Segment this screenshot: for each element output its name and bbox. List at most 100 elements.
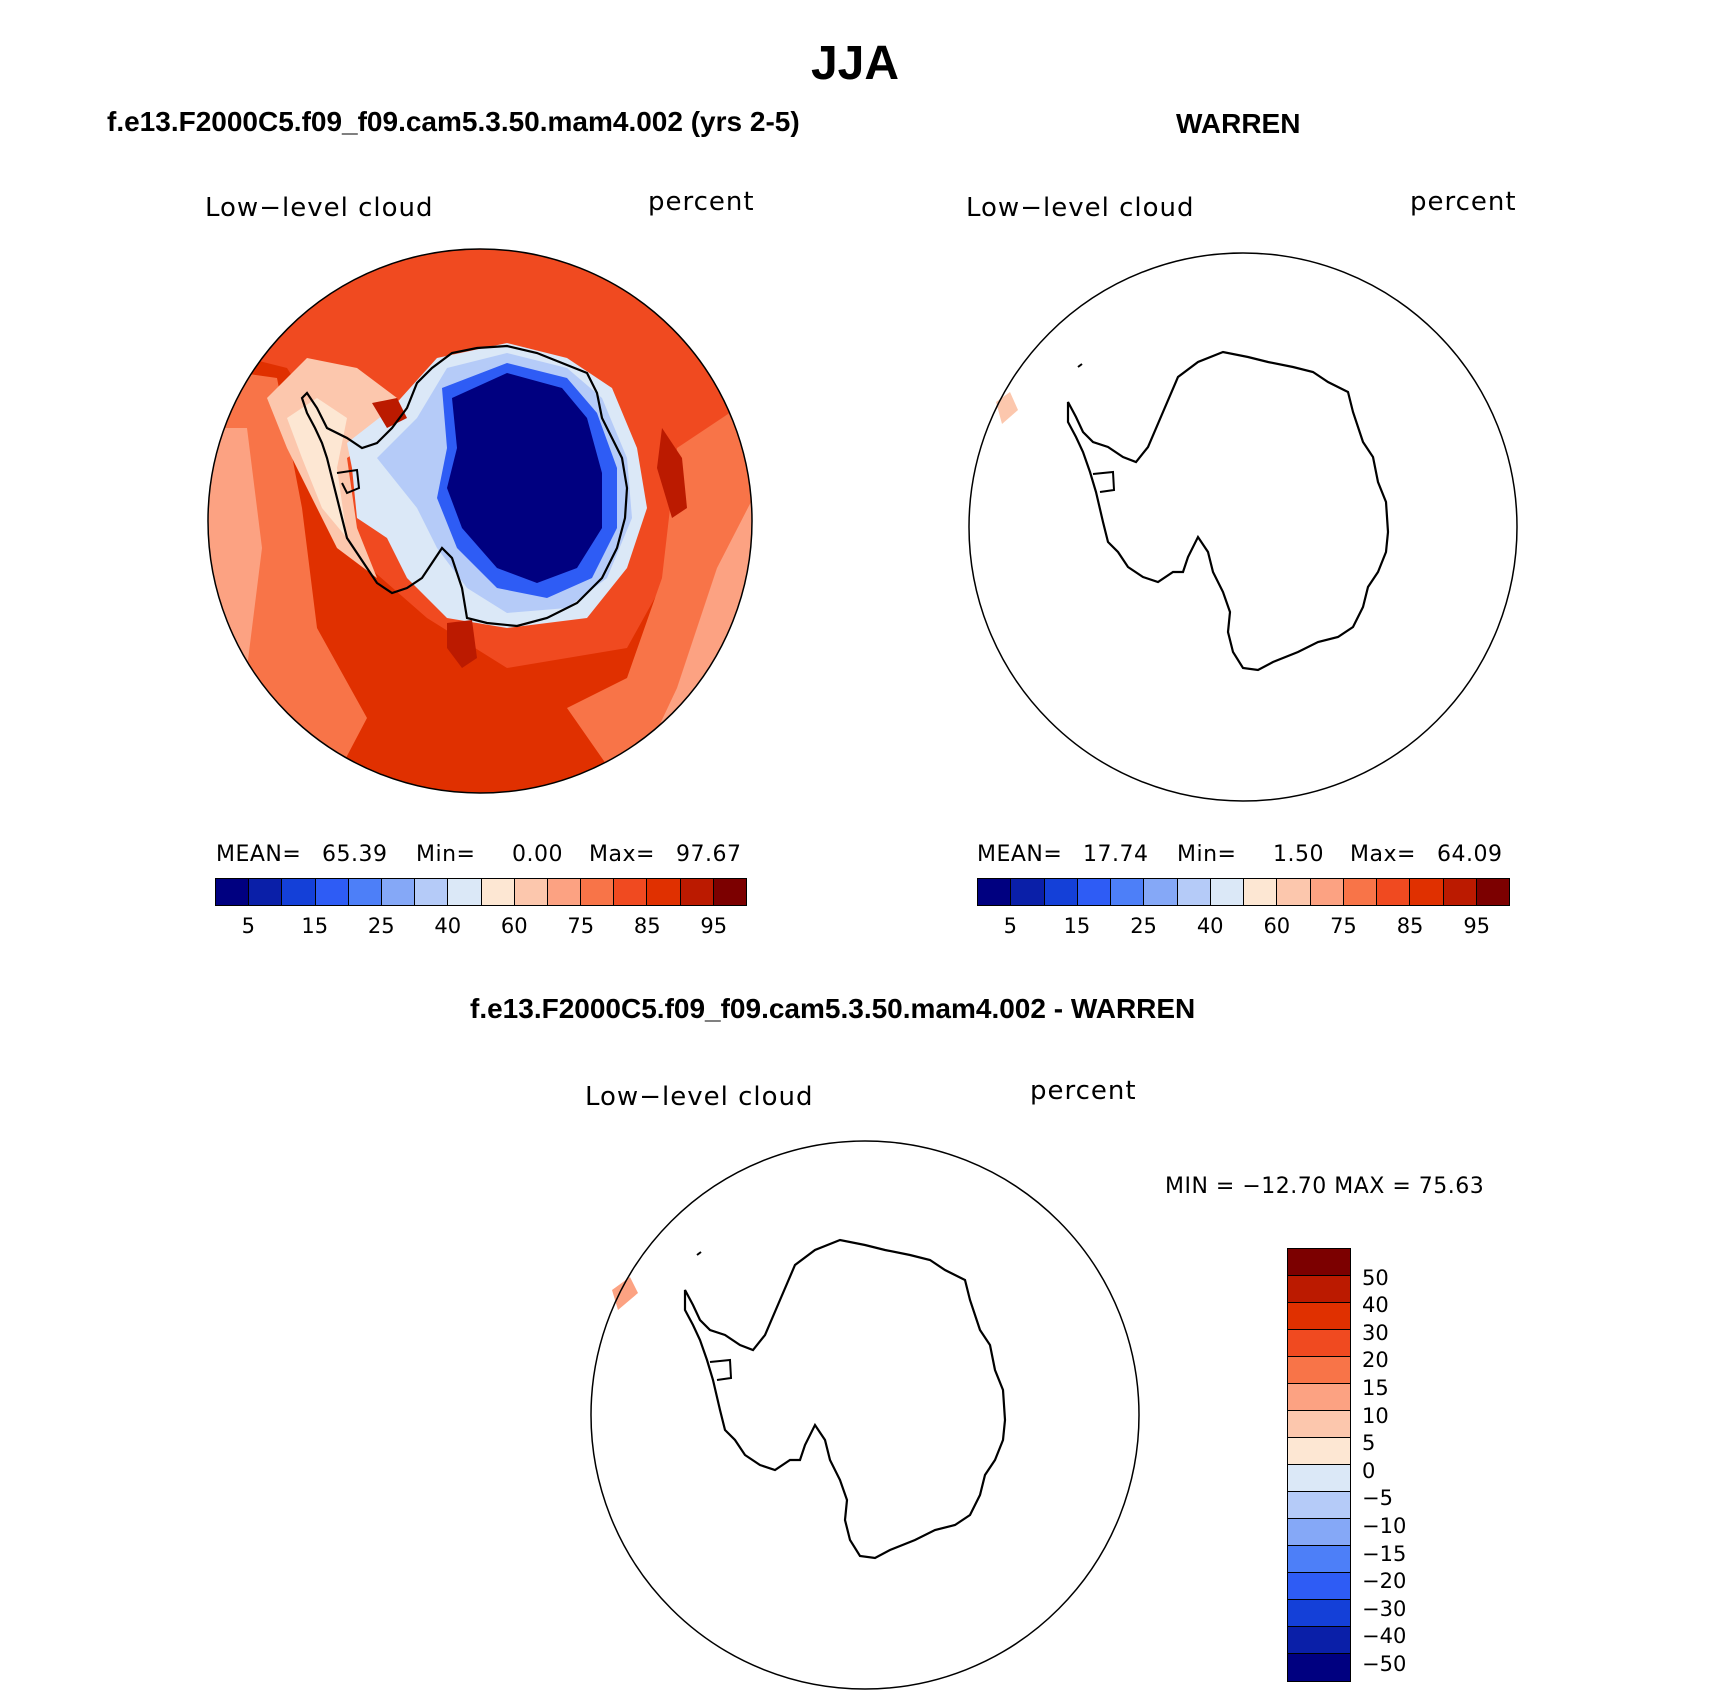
obs-max-label: Max= bbox=[1350, 842, 1416, 867]
obs-left-label: Low−level cloud bbox=[966, 193, 1195, 223]
obs-colorbar-swatch bbox=[1443, 879, 1477, 905]
diff-colorbar bbox=[1287, 1248, 1351, 1682]
model-colorbar-swatch bbox=[315, 879, 349, 905]
peninsula-field-light bbox=[287, 398, 347, 538]
obs-colorbar-swatch bbox=[1111, 879, 1145, 905]
obs-colorbar-swatch bbox=[1244, 879, 1278, 905]
model-colorbar-tick-label: 95 bbox=[700, 914, 728, 938]
island-mark bbox=[696, 1251, 702, 1256]
model-colorbar-ticks: 5 15 25 40 60 75 85 95 bbox=[215, 914, 747, 944]
diff-colorbar-tick-label: −15 bbox=[1362, 1541, 1407, 1566]
obs-colorbar-swatch bbox=[1343, 879, 1377, 905]
obs-mean-label: MEAN= bbox=[977, 842, 1063, 867]
obs-colorbar-tick-label: 75 bbox=[1330, 914, 1357, 938]
main-title: JJA bbox=[810, 37, 900, 90]
obs-colorbar-swatch bbox=[978, 879, 1012, 905]
obs-colorbar-swatch bbox=[1144, 879, 1178, 905]
model-colorbar-swatch bbox=[282, 879, 316, 905]
diff-colorbar-swatch bbox=[1288, 1519, 1350, 1546]
model-colorbar-swatch bbox=[581, 879, 615, 905]
model-colorbar-swatch bbox=[381, 879, 416, 905]
model-max-value: 97.67 bbox=[676, 842, 742, 867]
diff-colorbar-swatch bbox=[1288, 1249, 1350, 1276]
high-spot-east bbox=[657, 428, 687, 518]
obs-colorbar-swatch bbox=[1476, 879, 1509, 905]
diff-colorbar-swatch bbox=[1288, 1546, 1350, 1573]
diff-colorbar-swatch bbox=[1288, 1573, 1350, 1600]
obs-colorbar-swatch bbox=[1011, 879, 1045, 905]
diff-colorbar-swatch bbox=[1288, 1627, 1350, 1654]
diff-colorbar-swatch bbox=[1288, 1357, 1350, 1384]
diff-colorbar-tick-label: −50 bbox=[1362, 1652, 1407, 1676]
obs-colorbar bbox=[977, 878, 1510, 906]
model-colorbar-tick-label: 85 bbox=[633, 914, 661, 938]
diff-colorbar-tick-label: −10 bbox=[1362, 1514, 1407, 1538]
obs-colorbar-tick-label: 15 bbox=[1063, 914, 1091, 938]
diff-polar-map bbox=[590, 1140, 1140, 1690]
obs-colorbar-tick-label: 5 bbox=[1003, 914, 1017, 938]
map-boundary-circle bbox=[590, 1140, 1140, 1690]
model-min-value: 0.00 bbox=[512, 842, 563, 867]
obs-colorbar-swatch bbox=[1310, 879, 1344, 905]
obs-panel-title: WARREN bbox=[1176, 108, 1301, 139]
diff-colorbar-swatch bbox=[1288, 1654, 1350, 1681]
diff-colorbar-tick-label: −30 bbox=[1362, 1596, 1407, 1621]
model-colorbar-swatch bbox=[216, 879, 250, 905]
obs-colorbar-swatch bbox=[1210, 879, 1244, 905]
model-colorbar-tick-label: 25 bbox=[367, 914, 395, 938]
obs-colorbar-swatch bbox=[1077, 879, 1111, 905]
diff-colorbar-swatch bbox=[1288, 1465, 1350, 1492]
diff-colorbar-swatch bbox=[1288, 1600, 1350, 1627]
model-colorbar-swatch bbox=[547, 879, 582, 905]
model-colorbar-swatch bbox=[348, 879, 382, 905]
diff-panel-title: f.e13.F2000C5.f09_f09.cam5.3.50.mam4.002… bbox=[470, 993, 1196, 1024]
obs-colorbar-swatch bbox=[1410, 879, 1444, 905]
model-mean-label: MEAN= bbox=[216, 842, 302, 867]
model-colorbar-swatch bbox=[614, 879, 648, 905]
diff-minmax: MIN = −12.70 MAX = 75.63 bbox=[1165, 1174, 1485, 1199]
diff-colorbar-swatch bbox=[1288, 1384, 1350, 1411]
diff-colorbar-swatch bbox=[1288, 1492, 1350, 1519]
obs-colorbar-tick-label: 85 bbox=[1396, 914, 1424, 938]
diff-colorbar-tick-label: 5 bbox=[1362, 1431, 1376, 1456]
antarctica-coastline bbox=[683, 1238, 1007, 1560]
obs-colorbar-swatch bbox=[1177, 879, 1211, 905]
model-colorbar-tick-label: 15 bbox=[301, 914, 329, 938]
diff-colorbar-swatch bbox=[1288, 1330, 1350, 1357]
obs-colorbar-swatch bbox=[1044, 879, 1078, 905]
obs-colorbar-tick-label: 60 bbox=[1263, 914, 1291, 938]
model-colorbar-tick-label: 75 bbox=[567, 914, 595, 938]
diff-colorbar-tick-label: 20 bbox=[1362, 1348, 1389, 1373]
obs-mean-value: 17.74 bbox=[1083, 842, 1149, 867]
obs-max-value: 64.09 bbox=[1437, 842, 1503, 867]
model-colorbar-swatch bbox=[481, 879, 515, 905]
diff-colorbar-tick-label: 15 bbox=[1362, 1376, 1389, 1400]
model-left-label: Low−level cloud bbox=[205, 193, 434, 223]
diff-colorbar-tick-label: 0 bbox=[1362, 1458, 1376, 1483]
map-boundary-circle bbox=[207, 248, 753, 794]
diff-colorbar-tick-label: 10 bbox=[1362, 1403, 1389, 1428]
model-mean-value: 65.39 bbox=[322, 842, 388, 867]
model-colorbar bbox=[215, 878, 747, 906]
model-right-label: percent bbox=[648, 187, 755, 217]
diff-left-label: Low−level cloud bbox=[585, 1082, 814, 1112]
diff-colorbar-tick-label: 50 bbox=[1362, 1265, 1389, 1290]
model-polar-map bbox=[207, 248, 753, 794]
obs-data-spot bbox=[996, 392, 1018, 424]
diff-colorbar-tick-label: 40 bbox=[1362, 1293, 1389, 1318]
obs-colorbar-ticks: 5 15 25 40 60 75 85 95 bbox=[977, 914, 1510, 944]
model-colorbar-tick-label: 5 bbox=[241, 914, 255, 938]
obs-colorbar-tick-label: 95 bbox=[1463, 914, 1491, 938]
obs-right-label: percent bbox=[1410, 187, 1517, 217]
obs-min-label: Min= bbox=[1177, 842, 1237, 867]
model-colorbar-tick-label: 40 bbox=[434, 914, 462, 938]
diff-colorbar-tick-label: −20 bbox=[1362, 1569, 1407, 1594]
model-colorbar-swatch bbox=[448, 879, 482, 905]
diff-colorbar-tick-label: 30 bbox=[1362, 1320, 1389, 1345]
diff-colorbar-tick-label: −5 bbox=[1362, 1486, 1393, 1511]
model-colorbar-swatch bbox=[249, 879, 283, 905]
model-panel-title: f.e13.F2000C5.f09_f09.cam5.3.50.mam4.002… bbox=[107, 106, 800, 137]
model-colorbar-swatch bbox=[415, 879, 449, 905]
obs-colorbar-swatch bbox=[1277, 879, 1311, 905]
model-min-label: Min= bbox=[416, 842, 476, 867]
